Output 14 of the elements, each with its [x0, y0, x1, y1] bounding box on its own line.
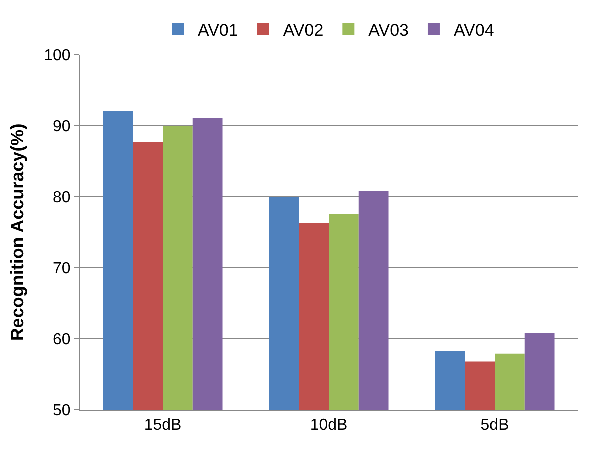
legend-label: AV01 — [198, 21, 238, 40]
x-tick-label: 10dB — [310, 417, 348, 434]
legend-label: AV03 — [368, 21, 409, 40]
y-tick-label: 70 — [53, 260, 71, 278]
y-tick-label: 90 — [53, 118, 71, 136]
y-axis-title: Recognition Accuracy(%) — [7, 124, 28, 342]
y-tick-label: 100 — [44, 48, 71, 65]
y-tick-label: 50 — [53, 402, 71, 420]
y-tick-label: 80 — [53, 190, 71, 207]
x-tick-label: 5dB — [480, 417, 510, 434]
legend-label: AV04 — [454, 21, 494, 40]
legend-label: AV02 — [283, 21, 324, 40]
y-tick-label: 60 — [53, 332, 71, 349]
x-tick-label: 15dB — [144, 417, 182, 434]
